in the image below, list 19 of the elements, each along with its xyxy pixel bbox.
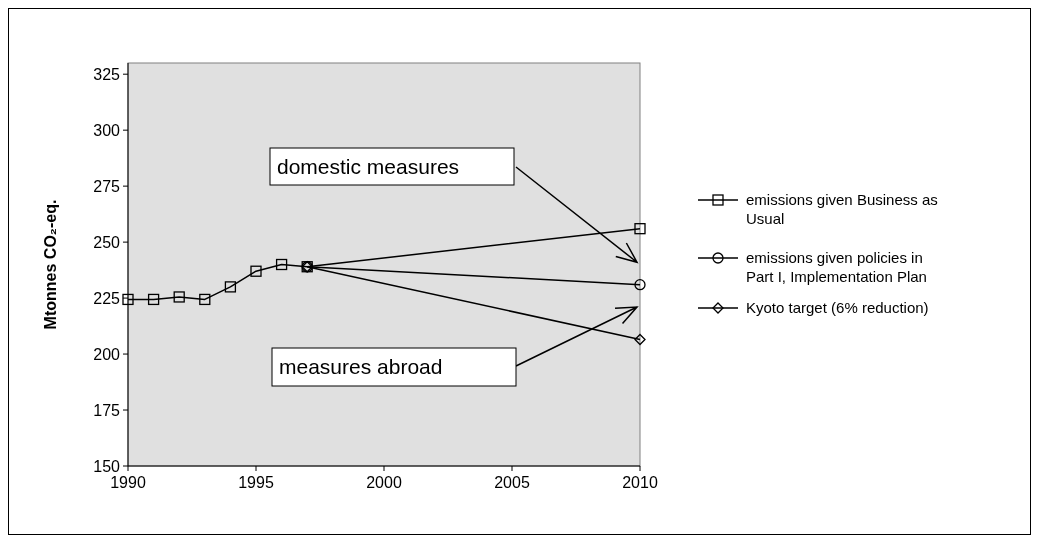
legend-label: emissions given Business as Usual: [746, 191, 938, 227]
legend-label: Kyoto target (6% reduction): [746, 299, 929, 317]
y-axis-title: Mtonnes CO₂-eq.: [42, 199, 59, 330]
legend-label: emissions given policies in Part I, Implementation Plan: [746, 249, 927, 285]
y-tick-label: 275: [93, 177, 121, 195]
y-tick-label: 250: [93, 233, 121, 251]
x-tick-label: 2010: [622, 474, 658, 491]
x-tick-label: 2000: [366, 474, 402, 491]
x-tick-label: 1990: [110, 474, 146, 491]
y-tick-label: 300: [93, 121, 121, 139]
annotation: domestic measures: [277, 154, 460, 178]
y-tick-label: 325: [93, 65, 121, 83]
x-tick-label: 2005: [494, 474, 530, 491]
y-tick-label: 200: [93, 345, 121, 363]
annotation: measures abroad: [279, 355, 443, 379]
y-tick-label: 225: [93, 289, 121, 307]
y-tick-label: 175: [93, 401, 121, 419]
x-tick-label: 1995: [238, 474, 274, 491]
y-tick-label: 150: [93, 457, 121, 475]
